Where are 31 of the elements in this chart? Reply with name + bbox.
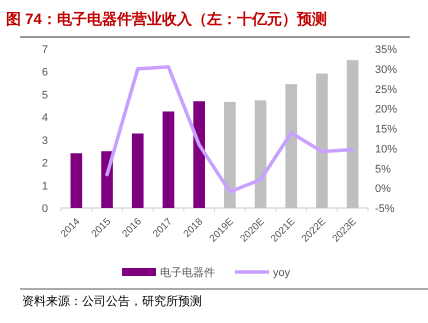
line-series (105, 65, 354, 194)
chart-title: 图 74：电子电器件营业收入（左：十亿元）预测 (6, 11, 327, 28)
y2-tick-label: 35% (375, 44, 398, 56)
y-tick-label: 6 (42, 66, 48, 79)
y-tick-label: 3 (42, 134, 48, 147)
y-tick-label: 4 (42, 112, 48, 124)
y-tick-label: 0 (42, 203, 48, 215)
bar (193, 101, 205, 208)
y2-tick-label: 5% (375, 163, 392, 176)
y2-tick-label: 20% (375, 104, 398, 116)
y2-tick-label: 10% (375, 143, 398, 156)
legend-label: 电子电器件 (160, 266, 215, 279)
bar (70, 153, 82, 208)
bar (224, 102, 236, 208)
bar (285, 84, 298, 208)
y2-tick-label: 25% (375, 84, 398, 96)
y2-tick-label: 30% (375, 64, 398, 76)
bar (316, 74, 328, 208)
bar (254, 100, 266, 208)
bar (132, 133, 144, 208)
y2-tick-label: -5% (375, 203, 395, 215)
bar (346, 60, 358, 208)
y-tick-label: 1 (42, 180, 48, 192)
legend-label: yoy (273, 267, 291, 279)
text: 资料来源：公司公告，研究所预测 (22, 294, 202, 308)
y-tick-label: 7 (42, 44, 48, 56)
y-tick-label: 2 (42, 158, 48, 170)
bar (162, 111, 174, 208)
y2-tick-label: 0% (375, 183, 392, 196)
y-tick-label: 5 (42, 89, 48, 102)
y2-tick-label: 15% (375, 124, 398, 136)
